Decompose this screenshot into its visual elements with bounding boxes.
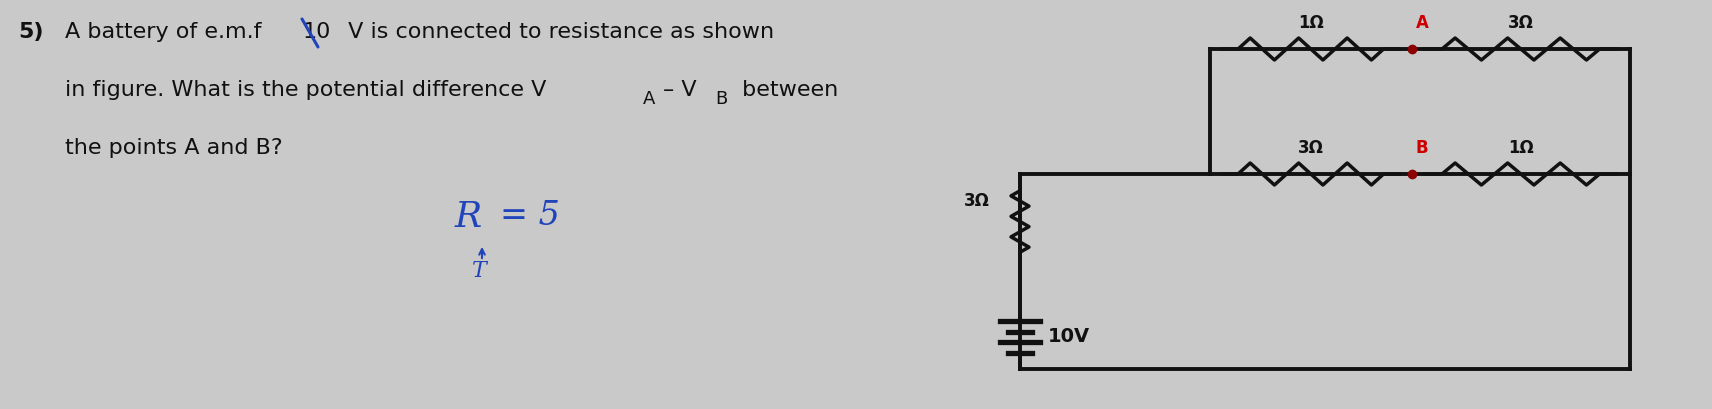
Text: 5): 5) (19, 22, 43, 42)
Text: T: T (473, 259, 486, 281)
Text: = 5: = 5 (500, 200, 560, 231)
Text: between: between (734, 80, 839, 100)
Text: in figure. What is the potential difference V: in figure. What is the potential differe… (65, 80, 546, 100)
Text: 3Ω: 3Ω (1508, 14, 1534, 32)
Text: A battery of e.m.f: A battery of e.m.f (65, 22, 269, 42)
Text: B: B (1416, 139, 1428, 157)
Text: 10V: 10V (1048, 327, 1091, 346)
Text: the points A and B?: the points A and B? (65, 138, 282, 157)
Text: – V: – V (663, 80, 697, 100)
Text: 3Ω: 3Ω (964, 192, 990, 210)
Text: 1Ω: 1Ω (1298, 14, 1323, 32)
Text: B: B (716, 90, 728, 108)
Text: V is connected to resistance as shown: V is connected to resistance as shown (341, 22, 774, 42)
Text: A: A (1416, 14, 1428, 32)
Text: 3Ω: 3Ω (1298, 139, 1323, 157)
Text: 1Ω: 1Ω (1508, 139, 1534, 157)
Text: A: A (644, 90, 656, 108)
Text: R: R (455, 200, 483, 234)
Text: 10: 10 (303, 22, 332, 42)
